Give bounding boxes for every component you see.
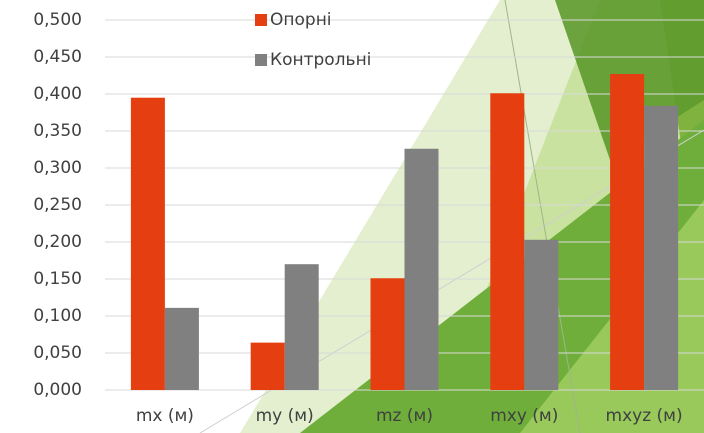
y-tick-label: 0,100: [33, 306, 82, 326]
y-tick-label: 0,350: [33, 121, 82, 141]
y-tick-label: 0,000: [33, 380, 82, 400]
y-tick-label: 0,300: [33, 158, 82, 178]
bar: [284, 264, 319, 390]
bar: [404, 148, 439, 390]
x-tick-label: mx (м): [136, 406, 194, 426]
bar: [524, 239, 559, 390]
y-tick-label: 0,500: [33, 10, 82, 30]
x-tick-label: mxyz (м): [606, 406, 683, 426]
y-tick-label: 0,200: [33, 232, 82, 252]
legend-label: Контрольні: [270, 50, 371, 70]
y-tick-label: 0,150: [33, 269, 82, 289]
x-tick-label: mxy (м): [490, 406, 558, 426]
bar: [610, 74, 645, 391]
bar: [644, 105, 679, 390]
x-tick-label: my (м): [256, 406, 314, 426]
x-tick-label: mz (м): [376, 406, 433, 426]
bar: [370, 278, 405, 390]
y-tick-label: 0,250: [33, 195, 82, 215]
bar: [164, 307, 199, 390]
y-tick-label: 0,050: [33, 343, 82, 363]
bar: [490, 93, 525, 390]
bar: [250, 342, 285, 390]
y-tick-label: 0,400: [33, 84, 82, 104]
bar: [130, 97, 165, 390]
legend-label: Опорні: [270, 10, 332, 30]
y-tick-label: 0,450: [33, 47, 82, 67]
legend-swatch: [255, 14, 267, 26]
legend-swatch: [255, 54, 267, 66]
